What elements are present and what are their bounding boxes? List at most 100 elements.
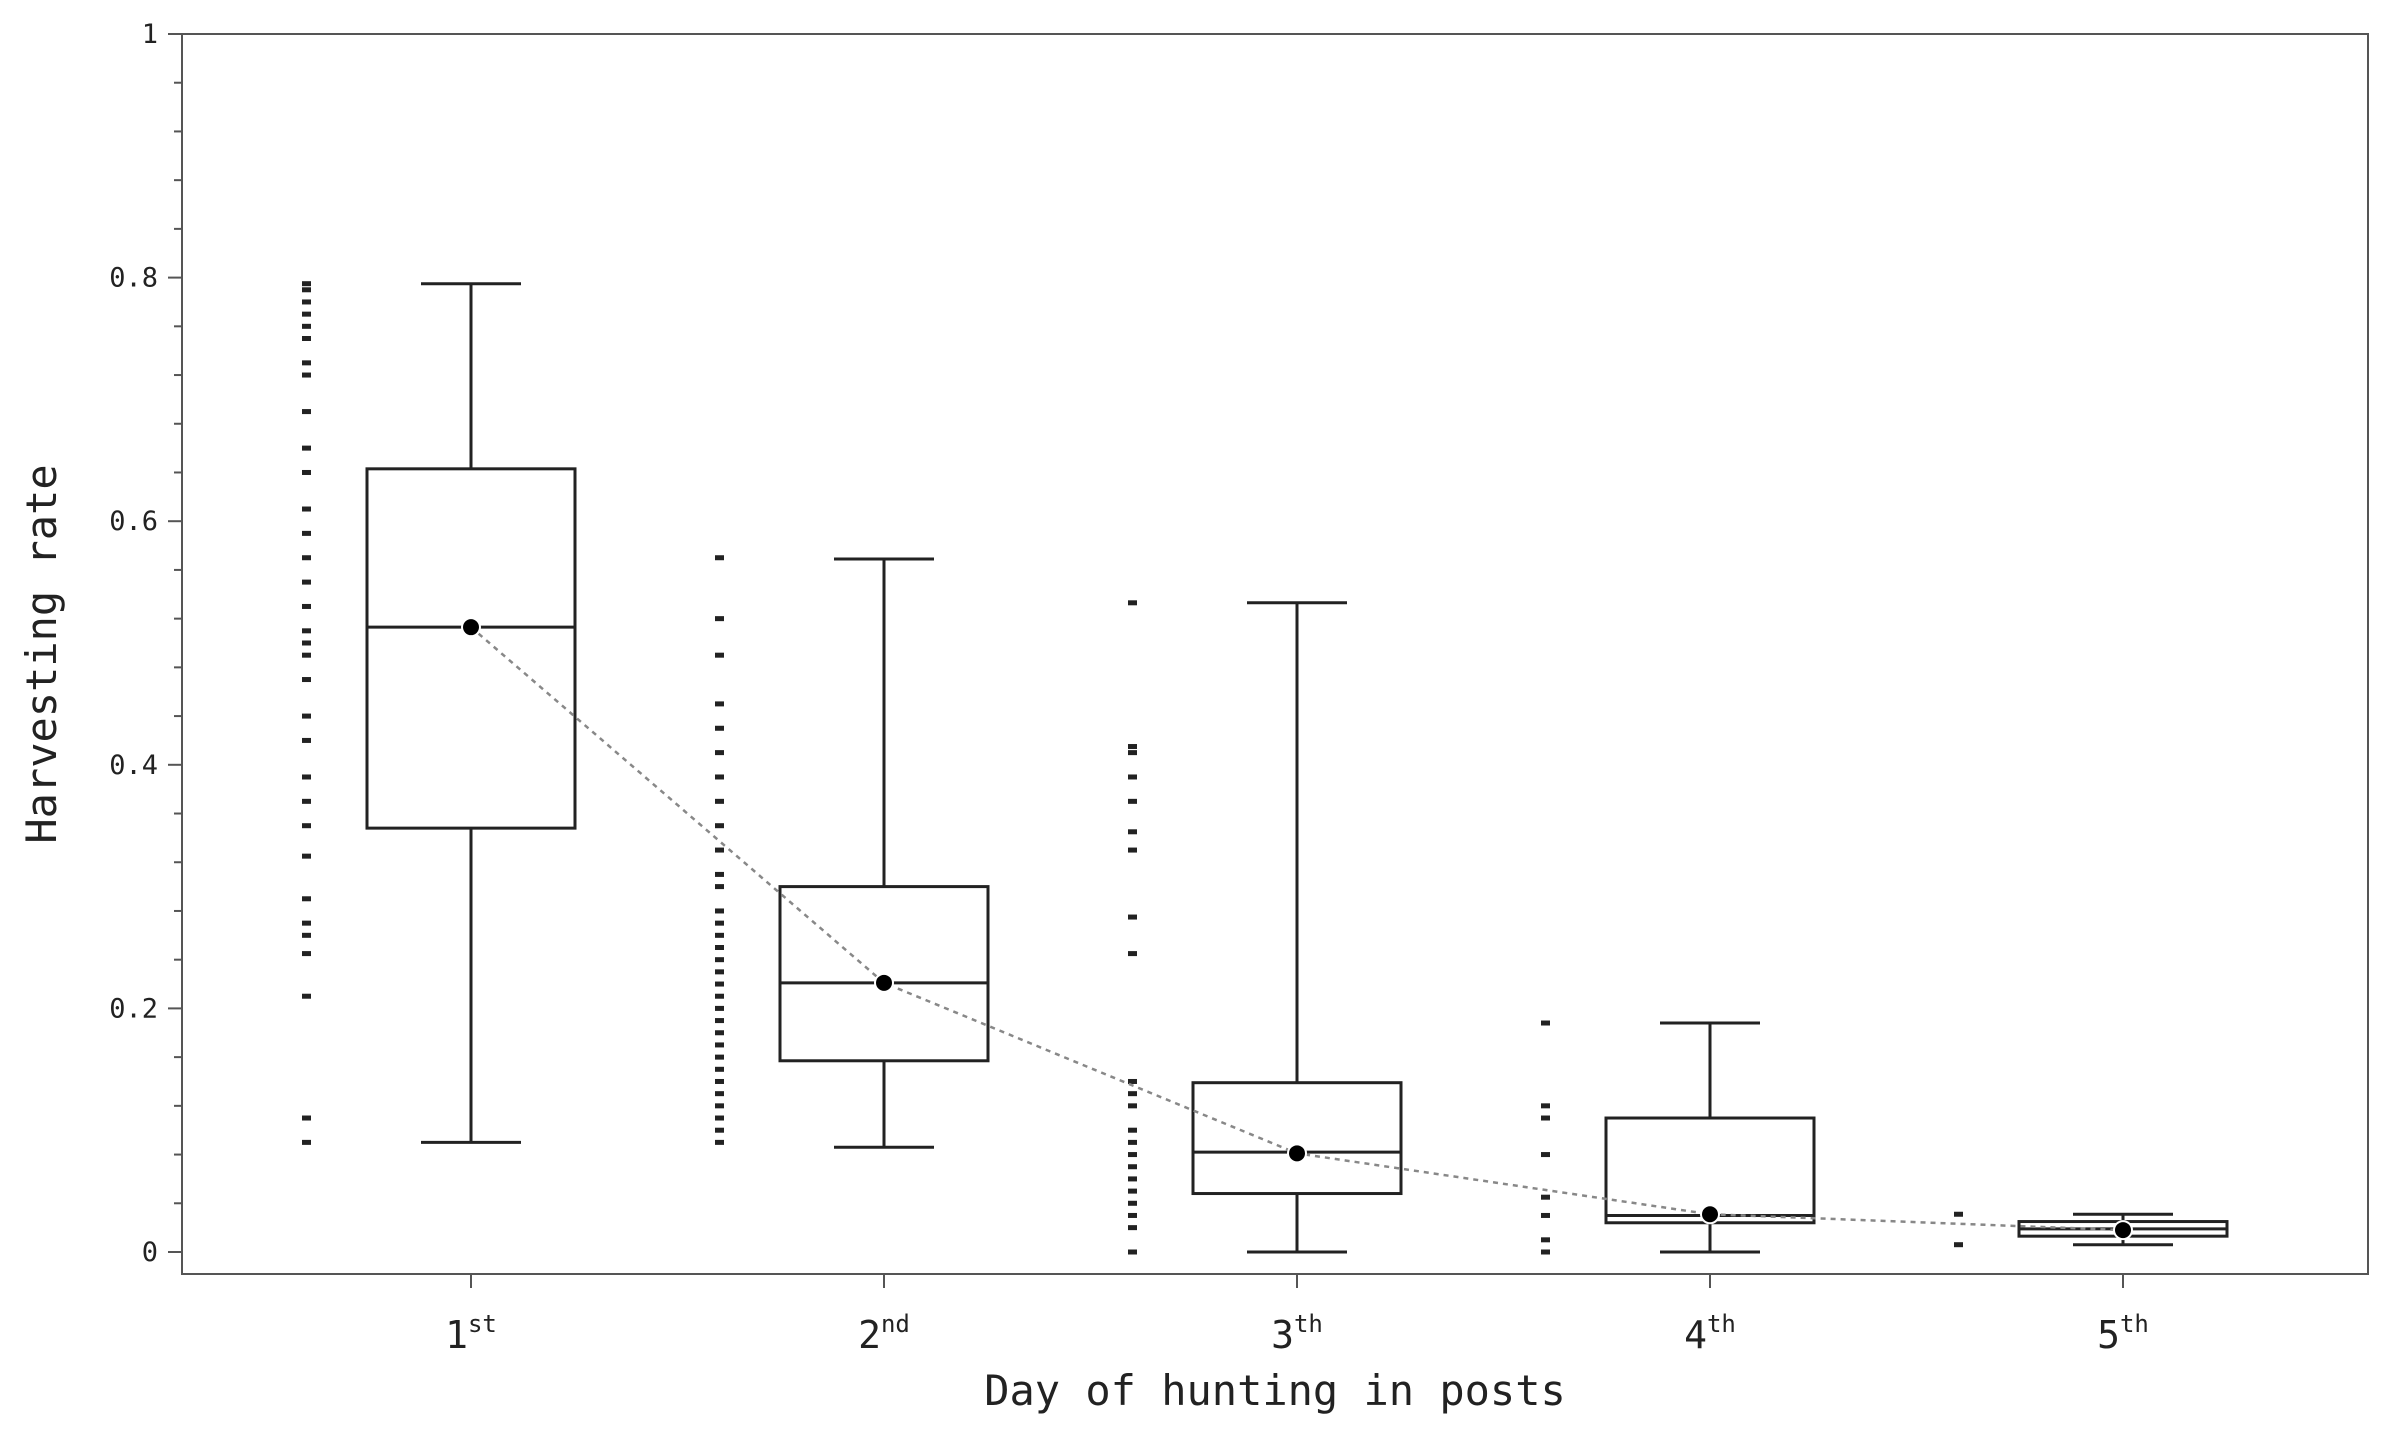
raw-point [302, 774, 311, 780]
raw-point [302, 445, 311, 451]
raw-point [302, 652, 311, 658]
raw-point [302, 798, 311, 804]
raw-point [302, 737, 311, 743]
raw-point [715, 1091, 724, 1097]
raw-point [302, 311, 311, 317]
x-tick-label: 4th [1684, 1310, 1736, 1357]
x-tick-label: 3th [1271, 1310, 1323, 1357]
raw-point [715, 750, 724, 756]
raw-point [715, 652, 724, 658]
raw-point [1128, 847, 1137, 853]
raw-point [1128, 1152, 1137, 1158]
raw-point [715, 701, 724, 707]
raw-point [715, 981, 724, 987]
box-plot [1191, 601, 1403, 1254]
raw-point [715, 1030, 724, 1036]
raw-point [715, 1127, 724, 1133]
box-iqr [1191, 1081, 1403, 1196]
mean-marker [2113, 1220, 2133, 1241]
raw-point [1541, 1194, 1550, 1200]
raw-point [1128, 829, 1137, 835]
raw-point [1128, 1225, 1137, 1231]
raw-point [1954, 1211, 1963, 1217]
raw-point [302, 993, 311, 999]
y-tick-label: 0.4 [109, 750, 158, 781]
x-tick-label-number: 3 [1271, 1313, 1294, 1357]
x-axis: 1st 2nd 3th 4th 5th [445, 1274, 2149, 1357]
raw-point [1541, 1115, 1550, 1121]
plot-frame [181, 33, 2369, 1275]
raw-point [1541, 1020, 1550, 1026]
raw-point [302, 323, 311, 329]
raw-point [302, 932, 311, 938]
raw-point [1128, 1139, 1137, 1145]
raw-point [1128, 1164, 1137, 1170]
mean-marker [1287, 1143, 1307, 1164]
raw-point [302, 579, 311, 585]
raw-point [715, 1066, 724, 1072]
raw-point [1128, 600, 1137, 606]
raw-point [715, 823, 724, 829]
raw-point [1128, 1212, 1137, 1218]
raw-point [715, 1103, 724, 1109]
raw-point [715, 616, 724, 622]
mean-markers [461, 617, 2133, 1241]
raw-point [715, 908, 724, 914]
raw-point [1128, 1127, 1137, 1133]
raw-point [715, 1042, 724, 1048]
raw-point [1954, 1242, 1963, 1248]
x-tick-label-suffix: nd [881, 1310, 910, 1338]
raw-point [1128, 750, 1137, 756]
raw-point [302, 677, 311, 683]
raw-point [1541, 1249, 1550, 1255]
raw-point [302, 603, 311, 609]
x-tick-label: 2nd [858, 1310, 910, 1357]
raw-point [1128, 1249, 1137, 1255]
raw-point [302, 1115, 311, 1121]
raw-point [1128, 798, 1137, 804]
raw-point [1128, 1200, 1137, 1206]
y-tick-label: 0.8 [109, 263, 158, 294]
raw-point [715, 945, 724, 950]
raw-point [715, 920, 724, 926]
x-tick-label: 1st [445, 1310, 497, 1357]
raw-point [715, 969, 724, 975]
x-tick-label-number: 4 [1684, 1313, 1707, 1357]
raw-point [302, 823, 311, 829]
x-tick-label-number: 5 [2097, 1313, 2120, 1357]
x-tick-label-suffix: th [1294, 1310, 1323, 1338]
raw-point [1128, 1103, 1137, 1109]
raw-point [1541, 1152, 1550, 1158]
box-iqr [365, 467, 577, 830]
raw-point [1128, 1188, 1137, 1194]
raw-point [715, 957, 724, 963]
raw-point [715, 1054, 724, 1060]
x-tick-label-suffix: th [1707, 1310, 1736, 1338]
x-tick-label-number: 2 [858, 1313, 881, 1357]
raw-point [1541, 1103, 1550, 1109]
raw-point [1128, 1078, 1137, 1084]
raw-point [1128, 774, 1137, 780]
raw-point [715, 774, 724, 780]
raw-point [715, 847, 724, 853]
raw-point [1541, 1237, 1550, 1243]
raw-point [1128, 1176, 1137, 1182]
raw-point [715, 1139, 724, 1145]
raw-point [302, 336, 311, 341]
raw-point [715, 725, 724, 731]
raw-points [302, 281, 1963, 1255]
raw-point [715, 1078, 724, 1084]
raw-point [715, 1005, 724, 1011]
raw-point [302, 1139, 311, 1145]
raw-point [1128, 914, 1137, 920]
raw-point [715, 884, 724, 890]
box-plot [778, 557, 990, 1149]
x-tick-label-suffix: st [468, 1310, 497, 1338]
y-tick-label: 0.6 [109, 506, 158, 537]
raw-point [715, 1115, 724, 1121]
raw-point [1541, 1212, 1550, 1218]
raw-point [302, 555, 311, 561]
y-axis: 0 0.2 0.4 0.6 0.8 1 [109, 19, 182, 1268]
x-tick-label-suffix: th [2120, 1310, 2149, 1338]
